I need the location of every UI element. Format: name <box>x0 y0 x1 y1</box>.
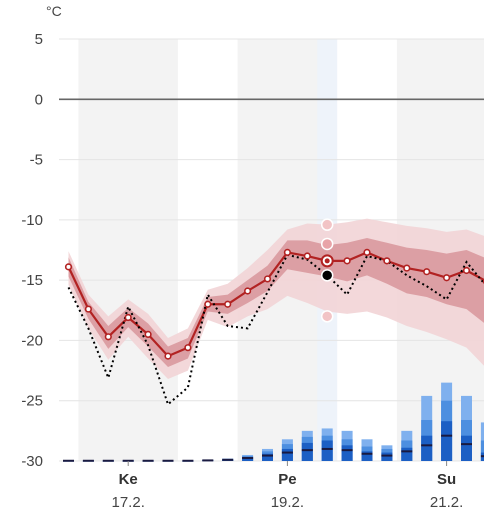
precip-median-mark <box>321 447 333 450</box>
precip-median-mark <box>441 434 453 437</box>
precip-median-mark <box>242 456 254 459</box>
precip-bar-inner <box>421 435 433 461</box>
day-date-label: 17.2. <box>112 494 145 511</box>
day-name-label: Pe <box>278 471 296 488</box>
precip-bar-inner <box>281 448 293 461</box>
precip-median-mark <box>341 449 353 452</box>
band-inner <box>68 237 484 367</box>
precip-median-mark <box>480 455 484 458</box>
precip-bar-inner <box>441 421 453 461</box>
precip-bar-inner <box>301 442 313 461</box>
highlight-marker-band <box>320 310 334 323</box>
highlight-marker-band <box>320 237 334 251</box>
precip-bar-mid <box>480 440 484 461</box>
y-tick-label: 0 <box>35 91 43 108</box>
median-point <box>164 352 172 360</box>
precip-median-mark <box>162 459 174 462</box>
median-point <box>343 257 351 265</box>
y-tick-label: 5 <box>35 31 43 48</box>
highlight-markers <box>320 218 334 323</box>
median-point <box>283 248 292 257</box>
median-point <box>363 248 371 257</box>
precip-median-mark <box>102 459 114 462</box>
precip-median-mark <box>401 450 413 453</box>
precip-bar-inner <box>381 452 393 461</box>
y-unit-label: °C <box>46 3 62 19</box>
precip-median-mark <box>421 444 433 447</box>
y-tick-label: -20 <box>21 332 43 349</box>
temperature-points <box>64 248 484 360</box>
temperature-lines <box>67 251 484 407</box>
day-name-label: Ke <box>119 471 138 488</box>
highlight-marker-band <box>320 218 334 231</box>
precip-median-mark <box>222 458 234 461</box>
median-point <box>462 266 471 275</box>
precipitation-bars <box>63 382 484 462</box>
day-name-label: Su <box>437 471 456 488</box>
precip-bar-inner <box>321 440 333 461</box>
y-tick-label: -10 <box>21 212 43 229</box>
precip-bar-inner <box>361 451 373 461</box>
y-tick-label: -15 <box>21 272 43 289</box>
median-point <box>443 274 451 282</box>
precip-median-mark <box>461 443 472 446</box>
median-point <box>64 263 73 271</box>
median-point <box>403 264 411 272</box>
median-point <box>383 257 391 265</box>
day-labels: Ke 17.2. Pe 19.2. Su 21.2. <box>112 461 463 511</box>
precip-median-mark <box>262 454 273 457</box>
precip-median-mark <box>281 451 293 454</box>
precip-median-mark <box>202 459 214 462</box>
median-point <box>423 268 431 276</box>
highlight-marker-median-dot <box>324 258 330 264</box>
median-point <box>204 300 212 308</box>
median-point <box>224 300 232 308</box>
median-point <box>104 333 112 341</box>
median-point <box>124 313 132 322</box>
y-tick-label: -5 <box>30 152 43 169</box>
precip-median-mark <box>381 454 393 457</box>
median-point <box>144 330 152 339</box>
y-tick-label: -30 <box>21 453 43 470</box>
precip-median-mark <box>122 459 134 462</box>
median-point <box>303 252 311 260</box>
y-tick-label: -25 <box>21 393 43 410</box>
median-point <box>263 275 272 283</box>
precip-bar-inner <box>341 445 353 461</box>
precip-bar-inner <box>401 447 413 461</box>
median-point <box>184 344 192 352</box>
precip-median-mark <box>301 449 313 452</box>
precip-bar-inner <box>262 453 273 461</box>
precip-median-mark <box>142 459 154 462</box>
day-date-label: 19.2. <box>271 494 304 511</box>
precip-bar-inner <box>461 435 472 461</box>
precip-median-mark <box>82 459 94 462</box>
day-shade-0 <box>78 39 178 461</box>
axis-labels: 5 0 -5 -10 -15 -20 -25 -30 °C <box>21 3 61 470</box>
median-point <box>84 305 92 313</box>
precip-bar-inner <box>242 457 254 461</box>
precip-median-mark <box>361 452 373 455</box>
day-date-label: 21.2. <box>430 494 463 511</box>
precip-median-mark <box>63 459 74 462</box>
median-point <box>244 287 252 295</box>
precip-median-mark <box>182 459 194 462</box>
median-line <box>67 251 484 358</box>
highlight-marker-observed <box>320 269 334 282</box>
